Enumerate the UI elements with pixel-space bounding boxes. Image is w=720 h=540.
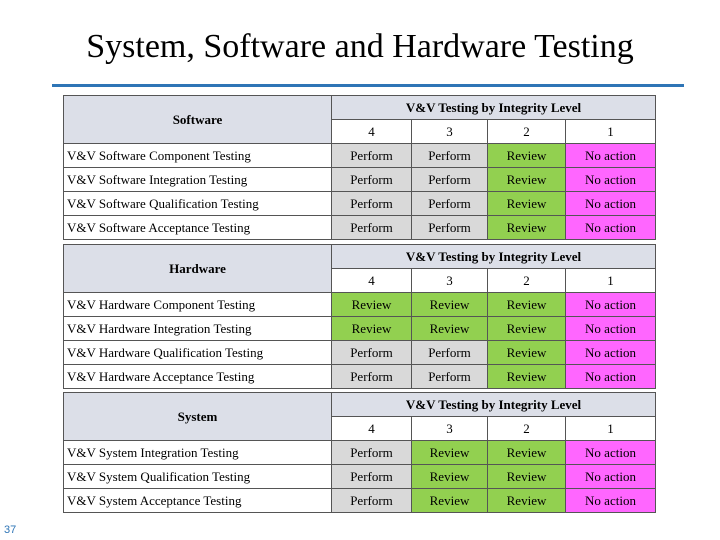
level-cell: Review: [487, 364, 566, 389]
level-header: 2: [487, 416, 566, 441]
table-row: V&V Hardware Qualification Testing Perfo…: [63, 340, 657, 365]
integrity-level-header: V&V Testing by Integrity Level: [330, 244, 657, 269]
category-header: Hardware: [63, 244, 332, 293]
level-cell: Perform: [331, 191, 412, 216]
level-cell: Perform: [331, 488, 412, 513]
row-label: V&V Software Acceptance Testing: [63, 215, 332, 240]
row-label: V&V System Qualification Testing: [63, 464, 332, 489]
level-cell: Review: [487, 215, 566, 240]
table-row: V&V System Qualification Testing Perform…: [63, 464, 657, 489]
table-row: V&V Hardware Acceptance Testing Perform …: [63, 364, 657, 389]
integrity-level-header: V&V Testing by Integrity Level: [330, 392, 657, 417]
level-header: 2: [487, 268, 566, 293]
level-cell: Review: [487, 440, 566, 465]
row-label: V&V Hardware Integration Testing: [63, 316, 332, 341]
level-cell: No action: [564, 191, 657, 216]
title-divider: [52, 84, 684, 87]
level-cell: No action: [564, 316, 657, 341]
level-cell: No action: [564, 488, 657, 513]
category-header: Software: [63, 95, 332, 144]
level-cell: Review: [411, 488, 488, 513]
level-cell: No action: [564, 292, 657, 317]
row-label: V&V Software Qualification Testing: [63, 191, 332, 216]
level-header: 4: [331, 268, 412, 293]
level-cell: No action: [564, 215, 657, 240]
level-cell: Perform: [331, 340, 412, 365]
row-label: V&V Hardware Qualification Testing: [63, 340, 332, 365]
level-cell: Review: [487, 292, 566, 317]
level-header: 3: [411, 268, 488, 293]
hardware-testing-table: Hardware V&V Testing by Integrity Level …: [63, 244, 657, 389]
table-row: V&V Hardware Integration Testing Review …: [63, 316, 657, 341]
level-cell: Review: [411, 464, 488, 489]
level-cell: Perform: [411, 167, 488, 192]
level-cell: Perform: [411, 191, 488, 216]
level-cell: Review: [487, 143, 566, 168]
page-number: 37: [4, 524, 17, 536]
row-label: V&V Hardware Component Testing: [63, 292, 332, 317]
row-label: V&V System Acceptance Testing: [63, 488, 332, 513]
level-cell: Review: [411, 316, 488, 341]
level-cell: Review: [411, 440, 488, 465]
level-cell: Review: [487, 464, 566, 489]
level-cell: Review: [487, 340, 566, 365]
level-cell: Perform: [331, 464, 412, 489]
row-label: V&V Hardware Acceptance Testing: [63, 364, 332, 389]
level-cell: Perform: [331, 167, 412, 192]
row-label: V&V System Integration Testing: [63, 440, 332, 465]
level-cell: Review: [487, 191, 566, 216]
level-cell: Review: [487, 316, 566, 341]
table-row: V&V Software Component Testing Perform P…: [63, 143, 657, 168]
category-header: System: [63, 392, 332, 441]
level-header: 4: [331, 119, 412, 144]
slide-title: System, Software and Hardware Testing: [86, 28, 634, 65]
level-header: 3: [411, 119, 488, 144]
table-row: V&V Software Qualification Testing Perfo…: [63, 191, 657, 216]
level-cell: No action: [564, 440, 657, 465]
level-header: 1: [564, 268, 657, 293]
system-testing-table: System V&V Testing by Integrity Level 4 …: [63, 392, 657, 513]
level-header: 2: [487, 119, 566, 144]
table-row: V&V Software Acceptance Testing Perform …: [63, 215, 657, 240]
level-cell: Review: [487, 488, 566, 513]
level-cell: Perform: [331, 143, 412, 168]
level-cell: Perform: [411, 364, 488, 389]
table-row: V&V Software Integration Testing Perform…: [63, 167, 657, 192]
level-cell: Perform: [411, 340, 488, 365]
level-cell: Review: [411, 292, 488, 317]
level-header: 1: [564, 416, 657, 441]
table-row: V&V Hardware Component Testing Review Re…: [63, 292, 657, 317]
level-cell: No action: [564, 143, 657, 168]
level-cell: No action: [564, 167, 657, 192]
level-cell: No action: [564, 364, 657, 389]
level-cell: Review: [331, 316, 412, 341]
level-cell: Perform: [331, 440, 412, 465]
row-label: V&V Software Integration Testing: [63, 167, 332, 192]
level-cell: Perform: [331, 364, 412, 389]
level-cell: Review: [331, 292, 412, 317]
level-header: 3: [411, 416, 488, 441]
integrity-level-header: V&V Testing by Integrity Level: [330, 95, 657, 120]
level-cell: Perform: [411, 143, 488, 168]
level-cell: No action: [564, 464, 657, 489]
software-testing-table: Software V&V Testing by Integrity Level …: [63, 95, 657, 240]
table-row: V&V System Integration Testing Perform R…: [63, 440, 657, 465]
level-header: 1: [564, 119, 657, 144]
level-header: 4: [331, 416, 412, 441]
level-cell: Perform: [411, 215, 488, 240]
level-cell: No action: [564, 340, 657, 365]
level-cell: Perform: [331, 215, 412, 240]
row-label: V&V Software Component Testing: [63, 143, 332, 168]
level-cell: Review: [487, 167, 566, 192]
table-row: V&V System Acceptance Testing Perform Re…: [63, 488, 657, 513]
